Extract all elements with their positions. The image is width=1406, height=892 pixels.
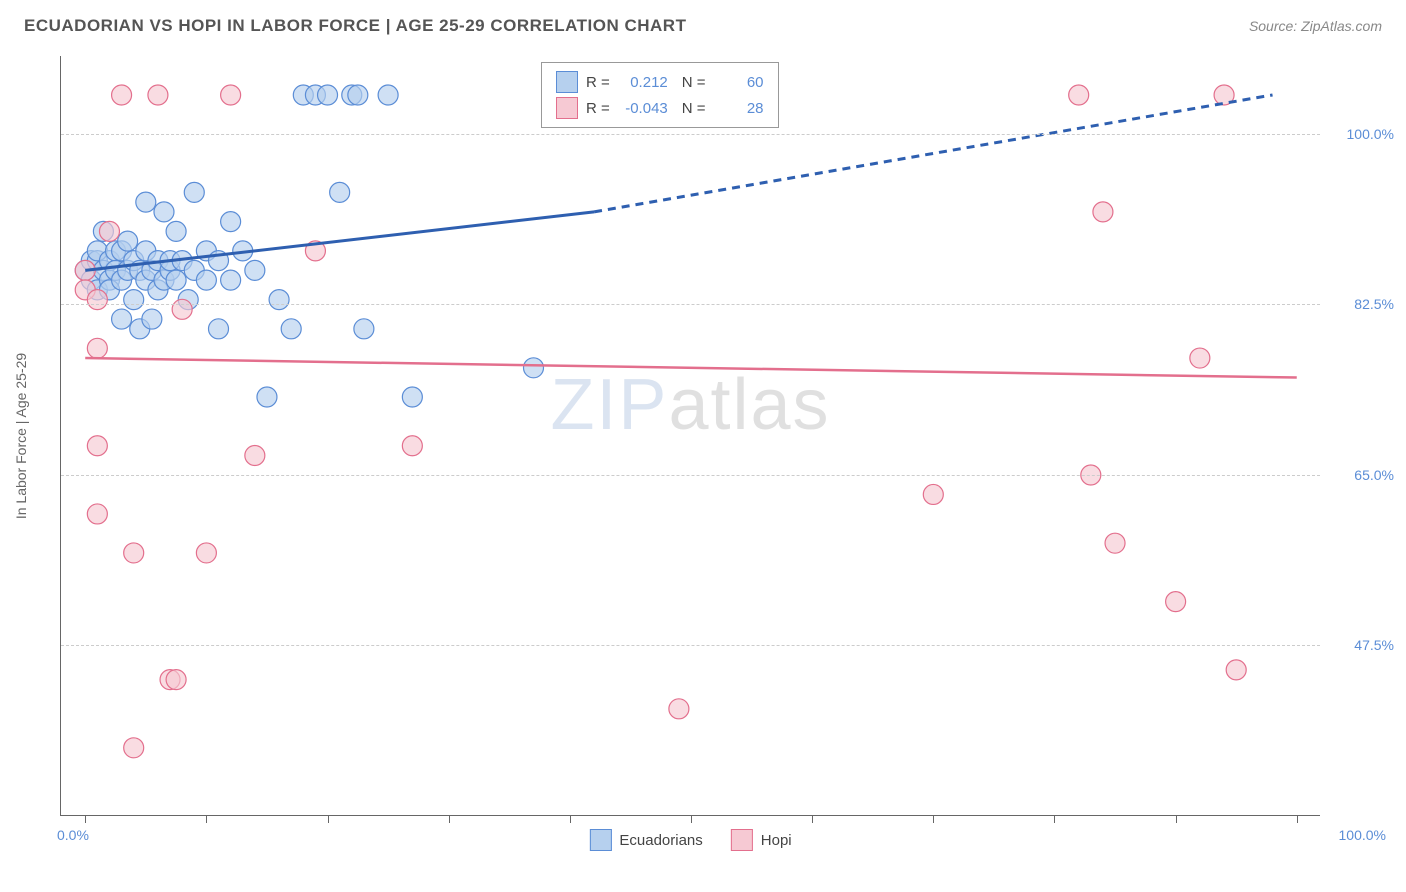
swatch-hopi — [731, 829, 753, 851]
data-point — [269, 290, 289, 310]
y-tick-label: 65.0% — [1334, 467, 1394, 483]
data-point — [1105, 533, 1125, 553]
x-tick — [933, 815, 934, 823]
gridline — [61, 304, 1320, 305]
data-point — [402, 387, 422, 407]
data-point — [221, 212, 241, 232]
data-point — [257, 387, 277, 407]
data-point — [524, 358, 544, 378]
data-point — [112, 85, 132, 105]
data-point — [99, 221, 119, 241]
x-tick — [449, 815, 450, 823]
data-point — [1069, 85, 1089, 105]
gridline — [61, 475, 1320, 476]
data-point — [196, 543, 216, 563]
x-tick — [570, 815, 571, 823]
x-tick — [85, 815, 86, 823]
data-point — [354, 319, 374, 339]
series-legend: Ecuadorians Hopi — [589, 829, 791, 851]
r-value-ecuadorians: 0.212 — [618, 74, 668, 91]
data-point — [281, 319, 301, 339]
n-label: N = — [682, 74, 706, 91]
data-point — [318, 85, 338, 105]
data-point — [166, 270, 186, 290]
x-tick — [1054, 815, 1055, 823]
data-point — [221, 85, 241, 105]
data-point — [87, 338, 107, 358]
legend-row-ecuadorians: R = 0.212 N = 60 — [556, 69, 764, 95]
swatch-ecuadorians — [589, 829, 611, 851]
r-label: R = — [586, 74, 610, 91]
y-tick-label: 100.0% — [1334, 126, 1394, 142]
data-point — [87, 290, 107, 310]
data-point — [118, 231, 138, 251]
n-value-ecuadorians: 60 — [714, 74, 764, 91]
data-point — [124, 290, 144, 310]
gridline — [61, 645, 1320, 646]
legend-label-ecuadorians: Ecuadorians — [619, 832, 702, 849]
x-tick — [328, 815, 329, 823]
x-tick — [691, 815, 692, 823]
swatch-hopi — [556, 97, 578, 119]
data-point — [245, 260, 265, 280]
x-tick — [1297, 815, 1298, 823]
x-max-label: 100.0% — [1339, 827, 1386, 843]
data-point — [87, 504, 107, 524]
data-point — [923, 484, 943, 504]
data-point — [348, 85, 368, 105]
legend-item-hopi: Hopi — [731, 829, 792, 851]
source-attribution: Source: ZipAtlas.com — [1249, 18, 1382, 34]
data-point — [154, 202, 174, 222]
y-tick-label: 82.5% — [1334, 296, 1394, 312]
legend-row-hopi: R = -0.043 N = 28 — [556, 95, 764, 121]
correlation-legend: R = 0.212 N = 60 R = -0.043 N = 28 — [541, 62, 779, 128]
data-point — [669, 699, 689, 719]
x-tick — [206, 815, 207, 823]
data-point — [148, 85, 168, 105]
r-value-hopi: -0.043 — [618, 100, 668, 117]
x-min-label: 0.0% — [57, 827, 89, 843]
data-point — [112, 309, 132, 329]
data-point — [166, 670, 186, 690]
plot-area: In Labor Force | Age 25-29 ZIPatlas R = … — [60, 56, 1320, 816]
y-tick-label: 47.5% — [1334, 637, 1394, 653]
data-point — [184, 182, 204, 202]
data-point — [1093, 202, 1113, 222]
data-point — [87, 436, 107, 456]
legend-label-hopi: Hopi — [761, 832, 792, 849]
x-tick — [1176, 815, 1177, 823]
data-point — [136, 192, 156, 212]
swatch-ecuadorians — [556, 71, 578, 93]
data-point — [166, 221, 186, 241]
gridline — [61, 134, 1320, 135]
n-value-hopi: 28 — [714, 100, 764, 117]
n-label: N = — [682, 100, 706, 117]
data-point — [378, 85, 398, 105]
data-point — [142, 309, 162, 329]
data-point — [172, 299, 192, 319]
r-label: R = — [586, 100, 610, 117]
chart-title: ECUADORIAN VS HOPI IN LABOR FORCE | AGE … — [24, 16, 686, 36]
y-axis-label: In Labor Force | Age 25-29 — [13, 352, 29, 518]
data-point — [124, 738, 144, 758]
data-point — [209, 319, 229, 339]
data-point — [245, 445, 265, 465]
legend-item-ecuadorians: Ecuadorians — [589, 829, 702, 851]
data-point — [221, 270, 241, 290]
x-tick — [812, 815, 813, 823]
data-point — [124, 543, 144, 563]
data-point — [196, 270, 216, 290]
data-point — [1166, 592, 1186, 612]
data-point — [402, 436, 422, 456]
data-point — [330, 182, 350, 202]
data-point — [1226, 660, 1246, 680]
data-point — [1190, 348, 1210, 368]
chart-svg — [61, 56, 1320, 815]
